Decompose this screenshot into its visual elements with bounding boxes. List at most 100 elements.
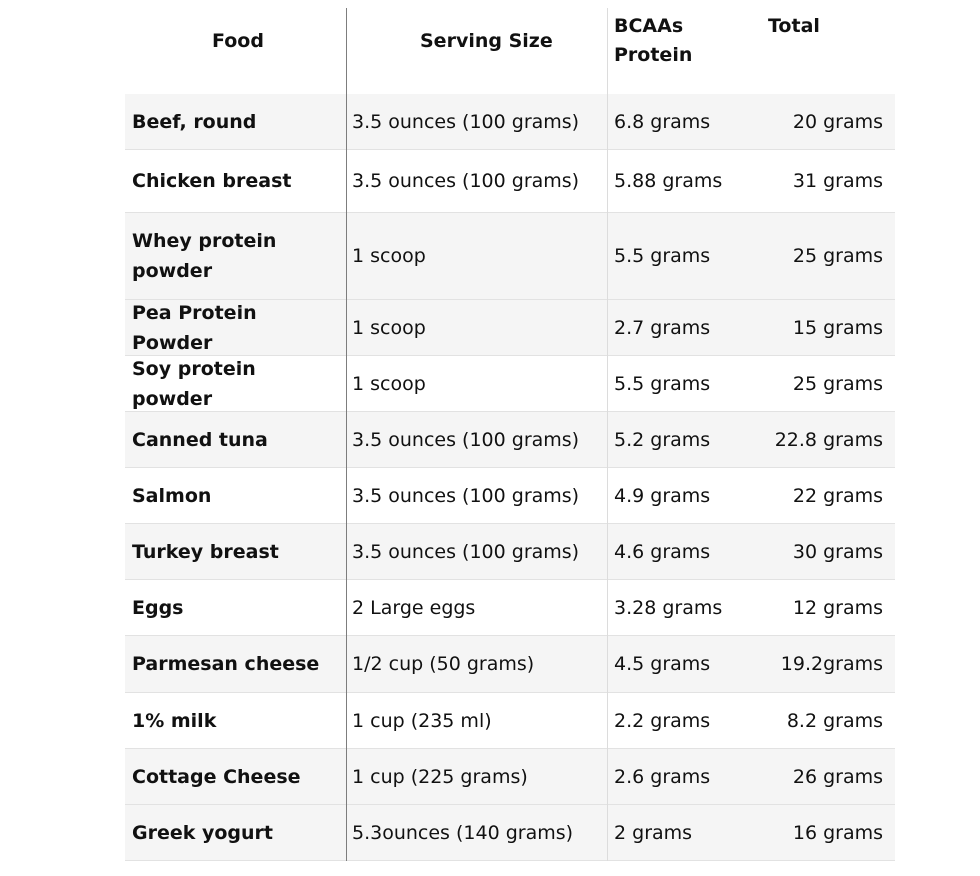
cell-serving-size-text: 1 scoop xyxy=(352,245,426,267)
cell-serving-size: 3.5 ounces (100 grams) xyxy=(352,150,602,212)
table-row: Chicken breast 3.5 ounces (100 grams) 5.88… xyxy=(125,150,895,213)
cell-bcaas-protein: 5.88 grams xyxy=(614,150,744,212)
table-row: Beef, round 3.5 ounces (100 grams) 6.8 gra… xyxy=(125,94,895,150)
cell-food-text: Turkey breast xyxy=(132,540,279,563)
cell-food: Greek yogurt xyxy=(132,805,342,860)
cell-serving-size-text: 1 scoop xyxy=(352,316,426,339)
cell-serving-size: 2 Large eggs xyxy=(352,580,602,635)
cell-bcaas-protein-text: 3.28 grams xyxy=(614,596,723,619)
cell-total: 31 grams xyxy=(745,150,883,212)
cell-serving-size-text: 1 cup (235 ml) xyxy=(352,709,492,732)
cell-bcaas-protein-text: 5.5 grams xyxy=(614,372,711,395)
cell-food: Parmesan cheese xyxy=(132,636,342,692)
cell-total-text: 30 grams xyxy=(792,540,883,563)
cell-bcaas-protein: 2 grams xyxy=(614,805,744,860)
cell-food: Salmon xyxy=(132,468,342,523)
cell-total-text: 8.2 grams xyxy=(786,709,883,732)
cell-bcaas-protein: 4.5 grams xyxy=(614,636,744,692)
cell-food: Cottage Cheese xyxy=(132,749,342,804)
cell-bcaas-protein: 5.2 grams xyxy=(614,412,744,467)
table-row: Whey protein powder 1 scoop 5.5 grams 25 gr… xyxy=(125,213,895,300)
cell-total-text: 25 grams xyxy=(792,372,883,395)
protein-table: Food Serving Size BCAAs Protein Total Be… xyxy=(125,8,895,861)
table-row: Soy protein powder 1 scoop 5.5 grams 25 gra… xyxy=(125,356,895,412)
cell-serving-size-text: 3.5 ounces (100 grams) xyxy=(352,540,580,563)
header-food: Food xyxy=(212,30,264,52)
table-row: Cottage Cheese 1 cup (225 grams) 2.6 grams… xyxy=(125,749,895,805)
cell-total-text: 22 grams xyxy=(792,484,883,507)
cell-serving-size: 3.5 ounces (100 grams) xyxy=(352,524,602,579)
cell-food: Eggs xyxy=(132,580,342,635)
cell-food-text: Parmesan cheese xyxy=(132,653,320,675)
cell-bcaas-protein: 2.2 grams xyxy=(614,693,744,748)
cell-food-text: Greek yogurt xyxy=(132,821,274,844)
cell-total-text: 12 grams xyxy=(792,596,883,619)
cell-bcaas-protein: 5.5 grams xyxy=(614,213,744,299)
cell-serving-size-text: 2 Large eggs xyxy=(352,596,476,619)
header-bcaas-line1: BCAAs xyxy=(614,15,684,37)
cell-food-text: Eggs xyxy=(132,596,184,619)
cell-bcaas-protein-text: 5.88 grams xyxy=(614,170,723,192)
cell-food-text: Whey protein powder xyxy=(132,230,277,282)
cell-serving-size: 1 scoop xyxy=(352,356,602,411)
cell-bcaas-protein-text: 4.6 grams xyxy=(614,540,711,563)
cell-serving-size-text: 1 scoop xyxy=(352,372,426,395)
table-header: Food Serving Size BCAAs Protein Total xyxy=(125,8,895,95)
cell-bcaas-protein-text: 2 grams xyxy=(614,821,693,844)
cell-total-text: 22.8 grams xyxy=(774,428,883,451)
cell-bcaas-protein-text: 5.2 grams xyxy=(614,428,711,451)
cell-food-text: Beef, round xyxy=(132,110,257,133)
cell-serving-size: 3.5 ounces (100 grams) xyxy=(352,468,602,523)
cell-serving-size-text: 1 cup (225 grams) xyxy=(352,765,528,788)
cell-food-text: Cottage Cheese xyxy=(132,765,301,788)
cell-total: 8.2 grams xyxy=(745,693,883,748)
cell-total: 16 grams xyxy=(745,805,883,860)
cell-serving-size-text: 3.5 ounces (100 grams) xyxy=(352,170,580,192)
column-divider-serving xyxy=(607,8,608,861)
cell-bcaas-protein-text: 2.6 grams xyxy=(614,765,711,788)
cell-food-text: Canned tuna xyxy=(132,428,268,451)
cell-bcaas-protein-text: 6.8 grams xyxy=(614,110,711,133)
cell-bcaas-protein: 2.7 grams xyxy=(614,300,744,355)
cell-serving-size: 3.5 ounces (100 grams) xyxy=(352,412,602,467)
cell-serving-size: 1 cup (225 grams) xyxy=(352,749,602,804)
cell-bcaas-protein: 4.9 grams xyxy=(614,468,744,523)
cell-serving-size: 1 scoop xyxy=(352,300,602,355)
cell-food: Turkey breast xyxy=(132,524,342,579)
header-total: Total xyxy=(768,15,820,37)
cell-total: 19.2grams xyxy=(745,636,883,692)
cell-bcaas-protein: 5.5 grams xyxy=(614,356,744,411)
cell-total-text: 20 grams xyxy=(792,110,883,133)
cell-food: Beef, round xyxy=(132,94,342,149)
table-row: Eggs 2 Large eggs 3.28 grams 12 grams xyxy=(125,580,895,636)
cell-bcaas-protein-text: 2.2 grams xyxy=(614,709,711,732)
cell-serving-size-text: 3.5 ounces (100 grams) xyxy=(352,484,580,507)
cell-serving-size: 1 cup (235 ml) xyxy=(352,693,602,748)
cell-food: Canned tuna xyxy=(132,412,342,467)
cell-total-text: 19.2grams xyxy=(780,653,883,675)
table-row: 1% milk 1 cup (235 ml) 2.2 grams 8.2 grams xyxy=(125,693,895,749)
cell-total: 22.8 grams xyxy=(745,412,883,467)
cell-total-text: 16 grams xyxy=(792,821,883,844)
cell-total: 22 grams xyxy=(745,468,883,523)
cell-serving-size-text: 5.3ounces (140 grams) xyxy=(352,821,574,844)
cell-food: Soy protein powder xyxy=(132,356,342,411)
cell-bcaas-protein-text: 2.7 grams xyxy=(614,316,711,339)
cell-bcaas-protein: 4.6 grams xyxy=(614,524,744,579)
cell-bcaas-protein-text: 5.5 grams xyxy=(614,245,711,267)
cell-bcaas-protein-text: 4.5 grams xyxy=(614,653,711,675)
cell-food-text: Chicken breast xyxy=(132,170,292,192)
cell-serving-size: 3.5 ounces (100 grams) xyxy=(352,94,602,149)
cell-total-text: 15 grams xyxy=(792,316,883,339)
cell-serving-size: 5.3ounces (140 grams) xyxy=(352,805,602,860)
header-serving-size: Serving Size xyxy=(420,30,553,52)
cell-food-text: 1% milk xyxy=(132,709,217,732)
cell-food: Chicken breast xyxy=(132,150,342,212)
cell-food-text: Salmon xyxy=(132,484,212,507)
cell-food-text: Soy protein powder xyxy=(132,357,256,410)
table-row: Canned tuna 3.5 ounces (100 grams) 5.2 gra… xyxy=(125,412,895,468)
cell-serving-size: 1 scoop xyxy=(352,213,602,299)
cell-serving-size-text: 3.5 ounces (100 grams) xyxy=(352,110,580,133)
cell-total: 30 grams xyxy=(745,524,883,579)
cell-total-text: 31 grams xyxy=(792,170,883,192)
